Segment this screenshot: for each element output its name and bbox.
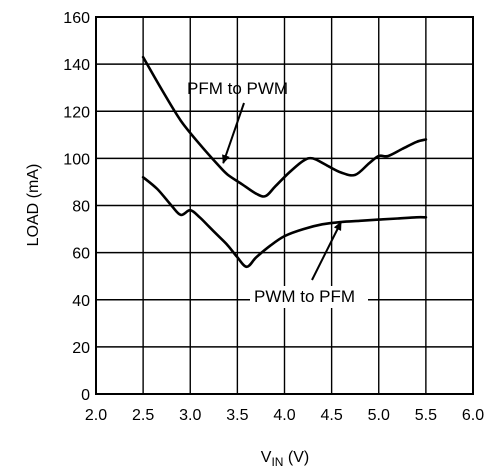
x-tick-labels: 2.0 2.5 3.0 3.5 4.0 4.5 5.0 5.5 6.0 <box>85 407 484 424</box>
y-axis-title: LOAD (mA) <box>25 164 42 247</box>
series-layer <box>141 55 428 269</box>
y-tick-label: 20 <box>72 340 90 357</box>
y-tick-label: 160 <box>63 10 90 27</box>
x-axis-title-main: V <box>261 449 272 466</box>
series-line-pfm-to-pwm <box>141 55 428 198</box>
y-tick-label: 100 <box>63 151 90 168</box>
x-tick-label: 5.5 <box>415 407 437 424</box>
x-tick-label: 4.5 <box>321 407 343 424</box>
x-tick-label: 3.0 <box>179 407 201 424</box>
x-tick-label: 2.5 <box>132 407 154 424</box>
series-line-pwm-to-pfm <box>141 175 428 269</box>
x-axis-title-unit: (V) <box>283 449 309 466</box>
annotation-label-pfm-to-pwm: PFM to PWM <box>187 79 288 98</box>
y-tick-label: 0 <box>81 387 90 404</box>
annotation-arrow-pfm-to-pwm <box>222 102 245 165</box>
y-tick-label: 60 <box>72 246 90 263</box>
x-tick-label: 5.0 <box>368 407 390 424</box>
y-tick-label: 80 <box>72 199 90 216</box>
x-tick-label: 4.0 <box>273 407 295 424</box>
annotation-label-pwm-to-pfm: PWM to PFM <box>254 287 355 306</box>
x-tick-label: 6.0 <box>462 407 484 424</box>
y-tick-labels: 0 20 40 60 80 100 120 140 160 <box>63 10 90 404</box>
x-tick-label: 3.5 <box>226 407 248 424</box>
annotation-arrow-pwm-to-pfm <box>311 221 342 281</box>
plot-frame <box>95 16 474 395</box>
y-tick-label: 140 <box>63 57 90 74</box>
x-axis-title-subscript: IN <box>271 455 283 468</box>
y-tick-label: 40 <box>72 293 90 310</box>
annotation-layer: PFM to PWM PWM to PFM <box>187 79 368 308</box>
annotation-bg-pwm-to-pfm <box>250 286 368 308</box>
x-tick-label: 2.0 <box>85 407 107 424</box>
x-axis-title: VIN (V) <box>261 449 309 468</box>
y-tick-label: 120 <box>63 104 90 121</box>
